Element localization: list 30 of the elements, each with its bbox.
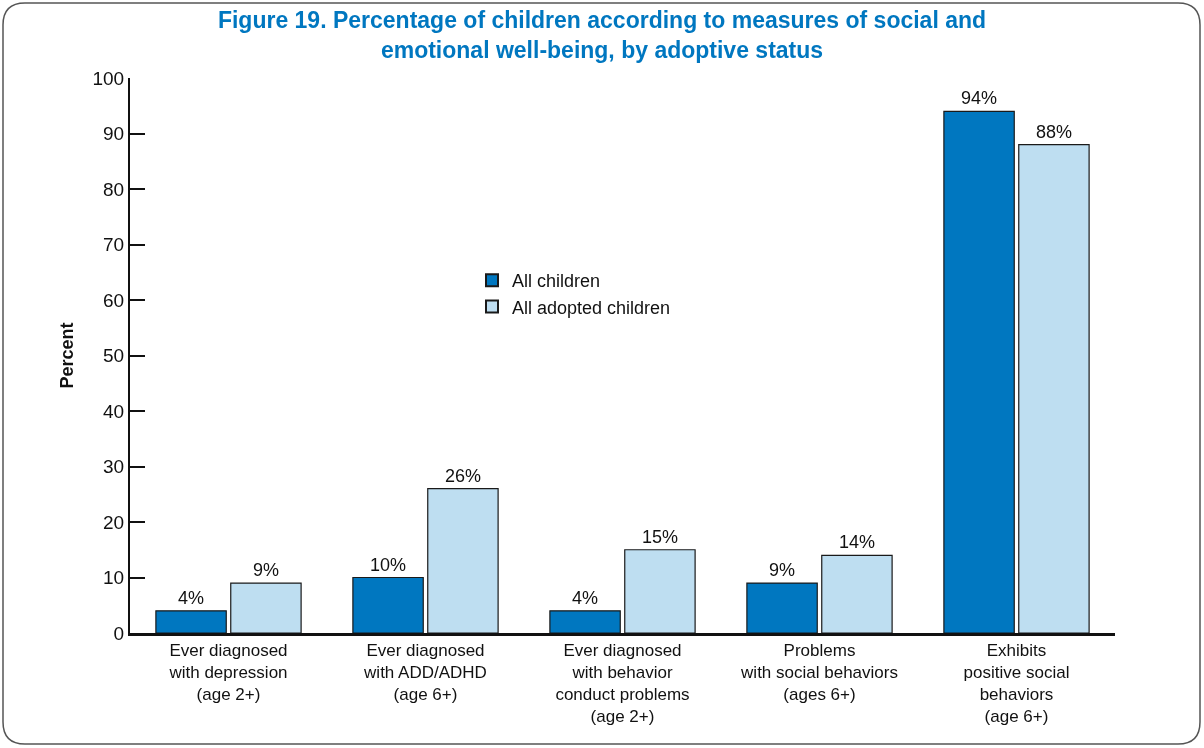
data-label: 14%: [838, 532, 875, 553]
data-label: 4%: [572, 587, 599, 608]
y-tick-label: 70: [103, 234, 125, 256]
y-tick-label: 90: [103, 123, 125, 145]
y-tick-label: 80: [103, 178, 125, 200]
data-label: 94%: [961, 88, 998, 109]
chart-title: Figure 19. Percentage of children according to measures of social and emotional well-being, by adoptive status: [217, 7, 987, 64]
x-tick-label: Problems with social behaviors (ages 6+): [740, 641, 898, 705]
data-label: 9%: [252, 560, 279, 581]
data-label: 10%: [370, 554, 407, 575]
data-label: 15%: [641, 526, 678, 547]
y-axis-title: Percent: [57, 322, 78, 389]
y-tick-label: 40: [103, 400, 125, 422]
x-tick-label: Ever diagnosed with ADD/ADHD (age 6+): [363, 641, 487, 705]
x-tick-label: Ever diagnosed with depression (age 2+): [168, 641, 288, 705]
y-tick-label: 60: [103, 289, 125, 311]
data-label: 9%: [769, 560, 796, 581]
data-label: 88%: [1035, 121, 1072, 142]
y-tick-label: 10: [103, 567, 125, 589]
x-tick-label: Ever diagnosed with behavior conduct problems (age 2+): [555, 641, 690, 727]
y-tick-label: 20: [103, 511, 125, 533]
legend-label: All adopted children: [512, 297, 671, 318]
x-tick-label: Exhibits positive social behaviors (age 6+): [963, 641, 1070, 727]
y-tick-label: 0: [113, 622, 125, 644]
data-label: 26%: [444, 465, 481, 486]
y-tick-label: 100: [92, 67, 125, 89]
y-tick-label: 30: [103, 456, 125, 478]
legend-label: All children: [512, 271, 601, 292]
data-label: 4%: [178, 587, 205, 608]
y-tick-label: 50: [103, 345, 125, 367]
